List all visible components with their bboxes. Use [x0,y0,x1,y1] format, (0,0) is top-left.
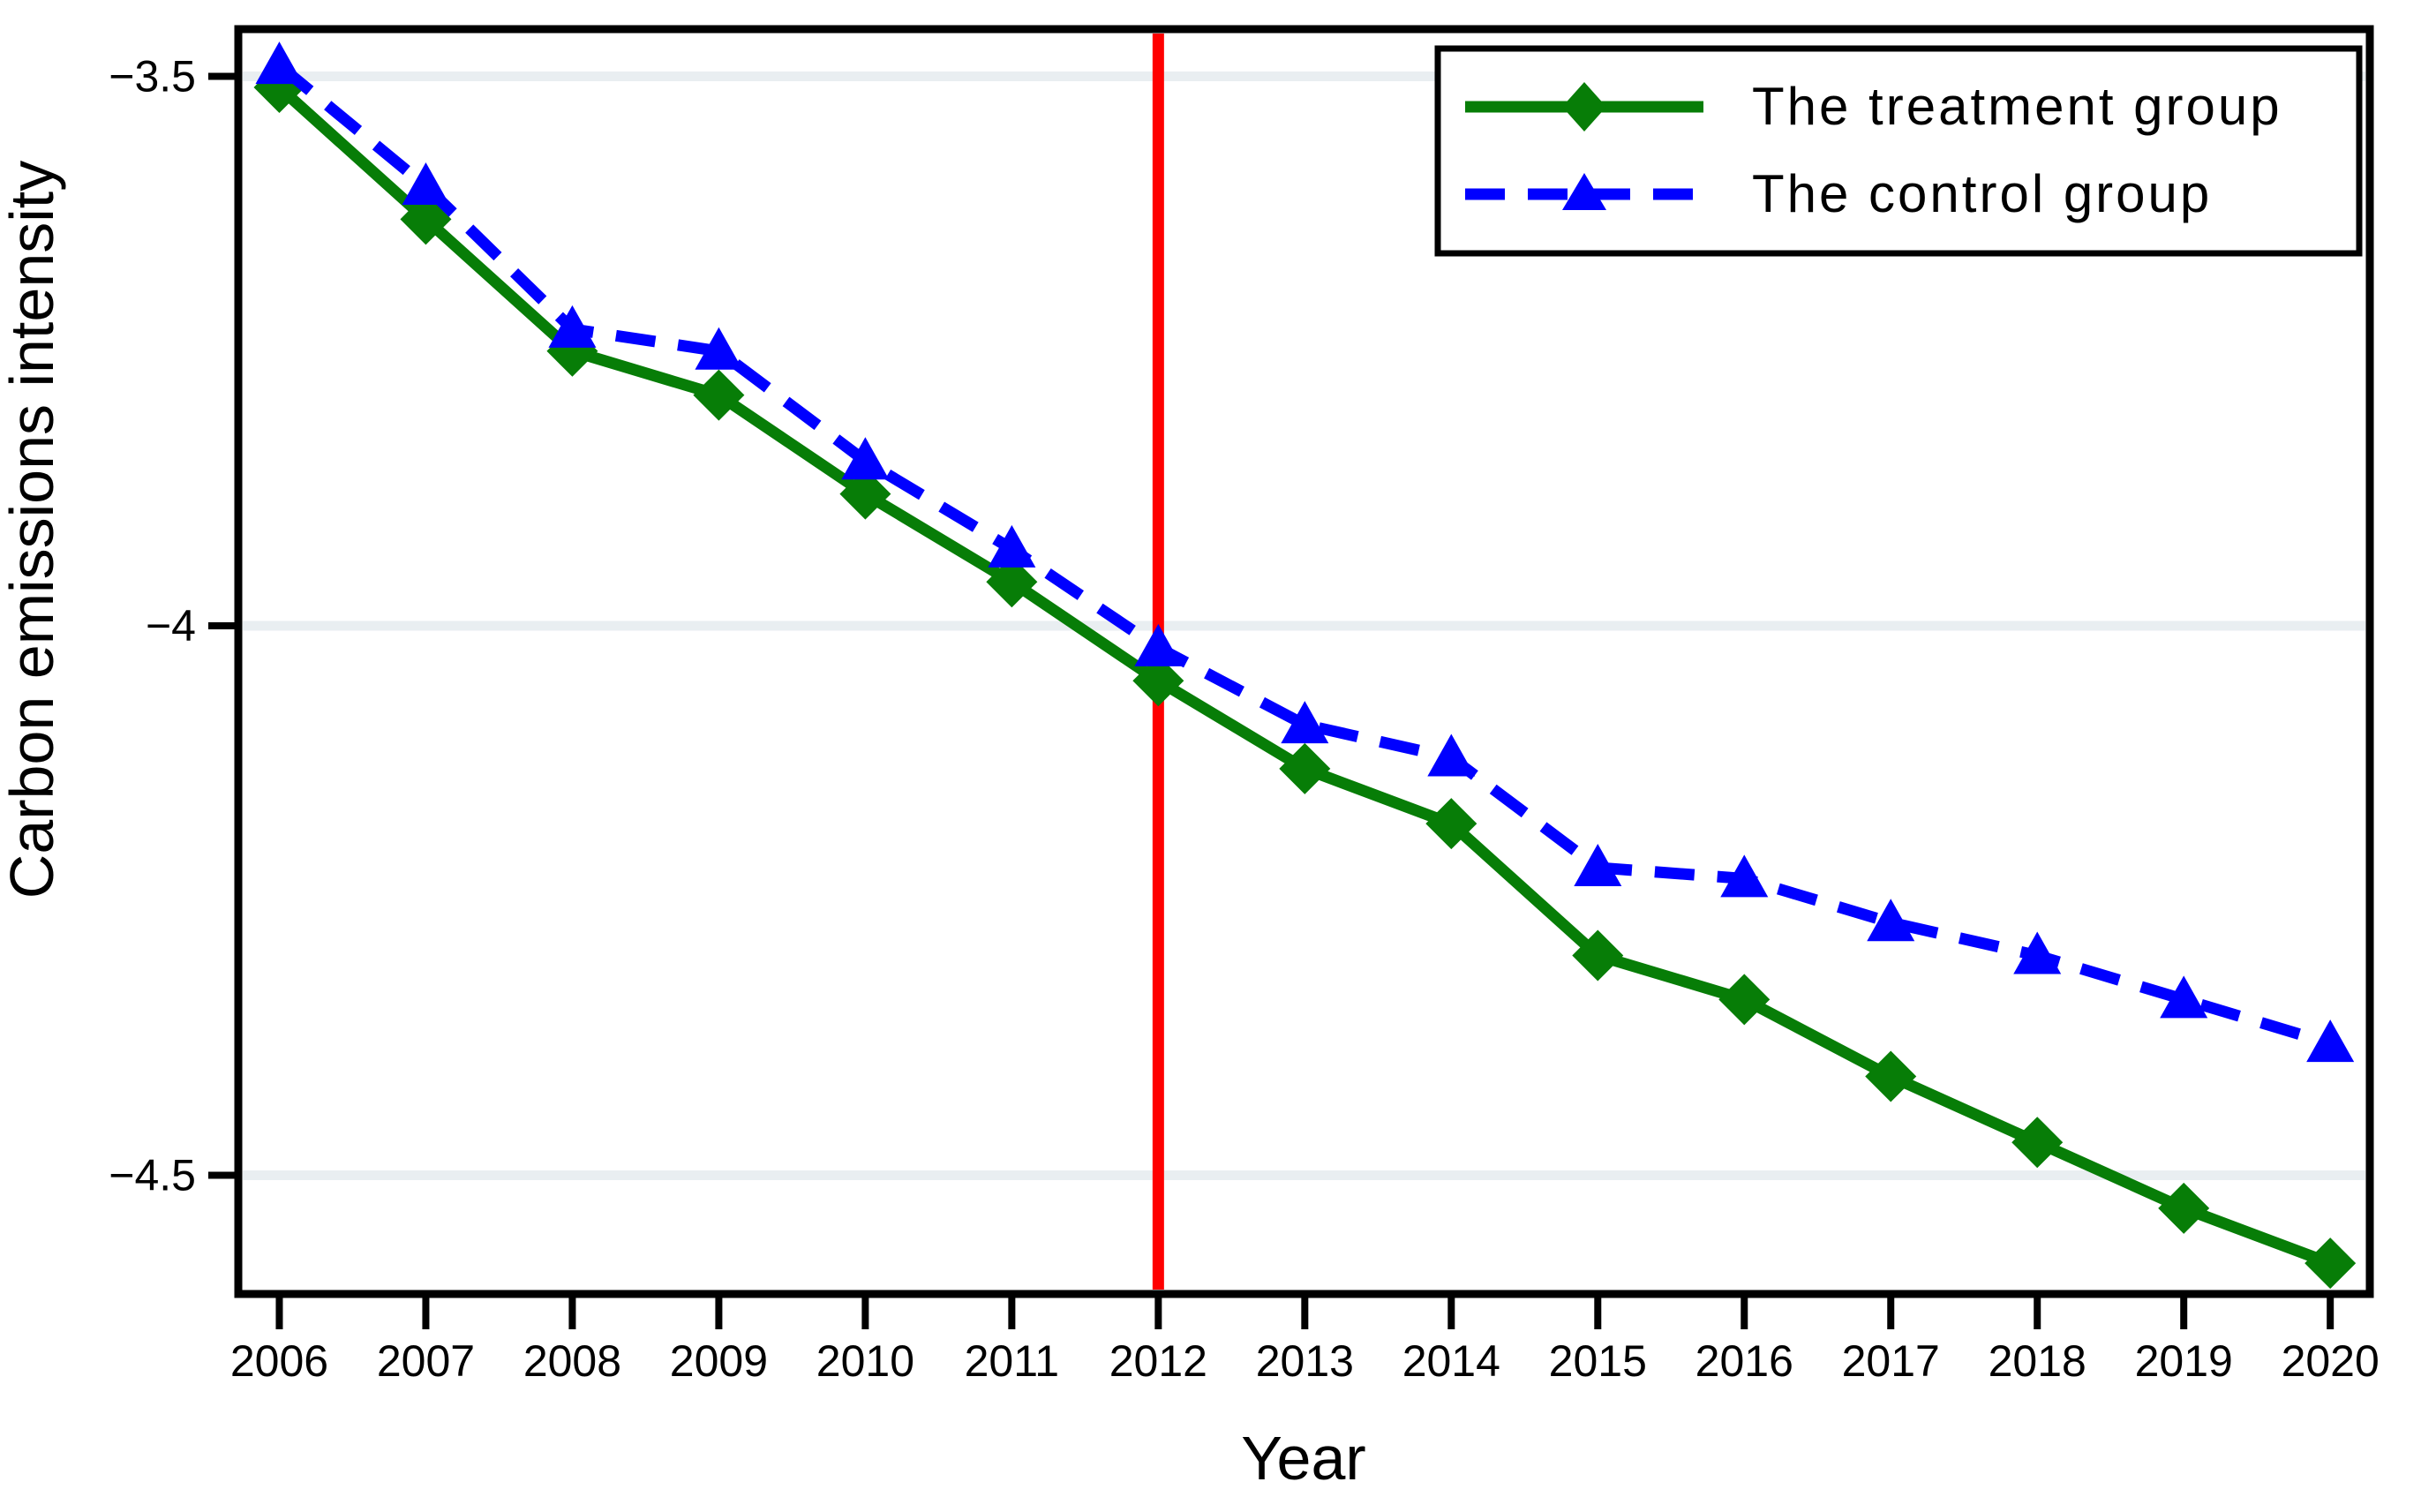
series-line-treatment [275,83,2333,1269]
data-point-treatment-2014 [1425,798,1477,850]
data-point-control-2010 [841,437,890,480]
data-point-control-2017 [1867,899,1915,942]
data-point-treatment-2009 [693,369,745,421]
data-point-control-2019 [2160,975,2208,1019]
data-point-control-2016 [1720,854,1769,898]
x-tick-label: 2011 [965,1336,1060,1386]
tick-label-layer: 2006 2007 2008 2009 2010 2011 2012 2013 2014 2015… [109,52,2380,1386]
data-point-treatment-2013 [1279,742,1331,794]
data-point-control-2012 [1134,623,1183,666]
x-tick-label: 2007 [377,1336,475,1386]
x-tick-label: 2006 [230,1336,328,1386]
x-tick-label: 2013 [1256,1336,1354,1386]
legend-item-control: The control group [1465,164,2212,223]
data-point-control-2020 [2306,1019,2355,1063]
data-point-treatment-2015 [1572,929,1624,982]
plot-border [234,25,2374,1298]
data-point-control-2014 [1427,733,1476,777]
x-tick-label: 2017 [1842,1336,1940,1386]
x-axis-title: Year [1241,1424,1365,1493]
x-tick-label: 2009 [670,1336,768,1386]
x-tick-label: 2019 [2135,1336,2233,1386]
data-point-treatment-2010 [839,468,891,520]
x-tick-label: 2014 [1402,1336,1500,1386]
triangle-marker-icon [1562,173,1606,210]
data-point-control-2011 [988,524,1036,568]
series-line-control [275,61,2333,1049]
data-point-treatment-2017 [1865,1050,1917,1102]
y-tick-label: −4 [146,601,196,651]
legend-item-treatment: The treatment group [1465,77,2282,136]
y-tick-label: −4.5 [109,1151,196,1200]
data-point-treatment-2019 [2158,1182,2210,1234]
data-point-control-2006 [255,41,304,85]
data-point-treatment-2018 [2011,1117,2064,1169]
diamond-marker-icon [1562,82,1606,132]
legend-label-control: The control group [1752,164,2212,223]
x-tick-label: 2008 [523,1336,621,1386]
x-tick-label: 2012 [1109,1336,1207,1386]
x-tick-label: 2020 [2282,1336,2380,1386]
legend-box [1434,45,2363,257]
x-tick-label: 2018 [1989,1336,2086,1386]
data-point-control-2013 [1281,701,1329,744]
series-layer [253,41,2357,1290]
data-point-control-2009 [695,327,743,370]
data-point-treatment-2011 [986,556,1038,608]
data-point-treatment-2020 [2304,1237,2357,1290]
data-point-treatment-2016 [1718,974,1771,1026]
x-tick-label: 2016 [1695,1336,1793,1386]
data-point-control-2008 [548,305,597,348]
x-tick-label: 2015 [1549,1336,1647,1386]
data-point-control-2007 [402,162,450,206]
legend-label-treatment: The treatment group [1752,77,2282,136]
axis-layer [208,25,2374,1329]
x-tick-label: 2010 [816,1336,914,1386]
data-point-treatment-2012 [1132,655,1184,707]
y-axis-title: Carbon emissions intensity [0,161,66,899]
legend: The treatment group The control group [1434,45,2363,257]
data-point-control-2018 [2013,931,2062,974]
data-point-control-2015 [1574,843,1622,886]
y-tick-label: −3.5 [109,52,196,102]
